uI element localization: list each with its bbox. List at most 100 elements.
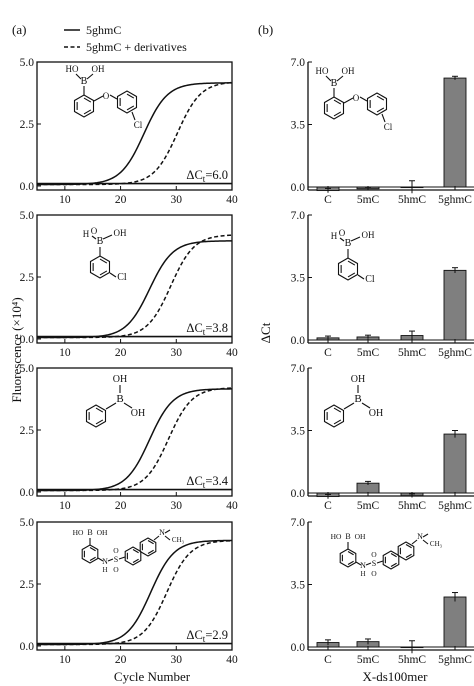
y-tick-label: 5.0 [20,57,35,69]
atom-label: CH₃ [430,540,443,548]
x-tick-label: 5ghmC [438,500,472,512]
y-tick-label: 0.0 [291,642,306,654]
double-bond [126,93,135,99]
y-tick-label: 7.0 [291,363,306,375]
benzene-ring [323,96,345,120]
bond [336,75,344,82]
atom-label: HO [66,64,79,74]
x-tick-label: C [324,347,332,359]
atom-label: OH [131,408,145,419]
plot-frame [36,214,233,344]
series-derivatives-line [37,81,233,186]
bar-5ghmc [443,596,467,648]
bond [376,560,384,564]
x-tick-label: 40 [226,654,238,666]
x-tick-label: C [324,194,332,206]
atom-label: O [91,226,98,236]
double-bond [95,419,104,425]
double-bond [347,551,354,556]
y-tick-label: 3.5 [291,120,306,132]
bond [93,95,104,102]
atom-label: Cl [117,272,127,283]
molecule-benzyloxy-chlorophenylboronic: BHO OH O Cl [66,64,143,130]
delta-ct-annotation: ΔCt=6.0 [186,168,228,184]
atom-label: B [345,532,350,541]
plot-frame [36,521,233,651]
delta-ct-annotation: ΔCt=2.9 [186,628,228,644]
bond [75,73,82,80]
double-bond [99,258,108,264]
x-tick-label: 40 [226,347,238,359]
x-tick-label: 5ghmC [438,654,472,666]
double-bond [147,549,154,554]
double-bond [347,260,356,266]
panel-label-a: (a) [12,22,26,37]
double-bond [347,272,356,278]
y-tick-label: 0.0 [20,641,35,653]
y-tick-label: 2.5 [20,272,35,284]
bond [339,237,345,242]
benzene-ring [81,544,99,564]
atom-label: B [116,393,123,405]
x-tick-label: 40 [226,500,238,512]
y-tick-label: 0.0 [20,487,35,499]
x-tick-label: 30 [171,347,183,359]
x-tick-label: C [324,654,332,666]
delta-ct-annotation: ΔCt=3.4 [186,474,228,490]
b-y-axis-label: ΔCt [258,322,273,343]
bond [164,535,171,541]
atom-label: OH [355,532,366,541]
benzene-ring [85,404,107,428]
bond [365,562,372,566]
atom-label: N [360,561,366,570]
atom-label: H [360,570,365,578]
legend-dashed-label: 5ghmC + derivatives [86,40,187,54]
x-tick-label: 40 [226,194,238,206]
x-tick-label: 10 [59,194,71,206]
series-derivatives-line [37,234,233,339]
atom-label: O [371,569,377,578]
bond [343,402,355,410]
bond [357,274,365,280]
x-tick-label: 5hmC [398,347,426,359]
series-derivatives-line [37,540,233,646]
atom-label: B [331,78,338,89]
atom-label: HO [316,66,329,76]
atom-label: N [159,528,165,537]
bar-chart-3: 0.0 3.5 7.0 C 5mC 5hmC 5ghmC [291,363,474,512]
bond [361,402,371,409]
y-tick-label: 5.0 [20,210,35,222]
benzene-ring [366,92,388,116]
line-chart-2: 0.0 2.5 5.0 10 20 30 40 ΔCt=3.8 [20,210,238,359]
bond [355,561,362,566]
x-tick-label: 30 [171,654,183,666]
benzene-ring [116,90,138,114]
atom-label: OH [92,64,105,74]
plot-frame [36,61,233,191]
bond [359,96,368,102]
legend: 5ghmC 5ghmC + derivatives [64,23,187,54]
double-bond [376,107,385,113]
bond [105,402,117,410]
double-bond [126,105,135,111]
molecule-chlorophenylboronic: B OH H O Cl [83,226,127,283]
bond [350,236,361,242]
atom-label: O [353,93,360,103]
double-bond [333,99,342,105]
atom-label: Cl [384,122,393,132]
molecule-b-benzyloxy-chlorophenylboronic: BHO OH O Cl [316,66,393,132]
y-tick-label: 5.0 [20,517,35,529]
bond [153,535,160,541]
bar-5ghmc [443,77,467,188]
atom-label: CH₃ [172,536,185,544]
bond [102,234,113,240]
panel-label-b: (b) [258,22,273,37]
double-bond [83,97,92,103]
double-bond [83,109,92,115]
atom-label: Cl [134,120,143,130]
molecule-b-phenylboronic: OH B OH [323,374,383,428]
a-x-axis-label: Cycle Number [114,669,191,684]
x-tick-label: 10 [59,500,71,512]
